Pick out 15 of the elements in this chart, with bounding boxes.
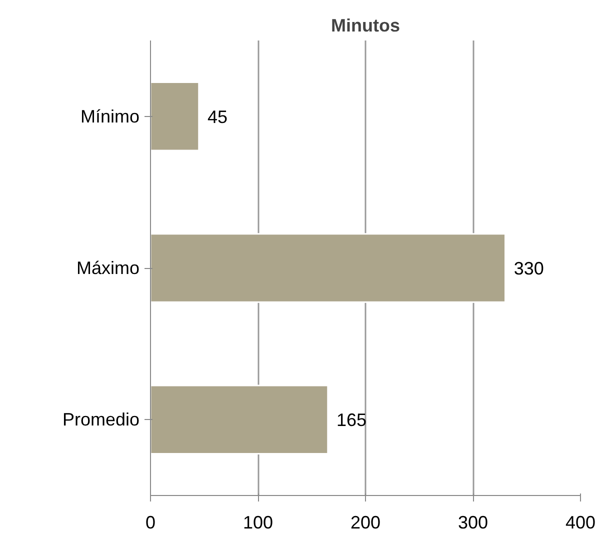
- data-label: 45: [207, 106, 228, 127]
- bar: [150, 384, 329, 455]
- y-tick-label: Mínimo: [80, 106, 140, 126]
- x-tick-label: 0: [145, 512, 156, 532]
- x-tick-label: 200: [350, 512, 381, 532]
- x-tick-label: 300: [458, 512, 488, 532]
- bar: [150, 81, 200, 152]
- data-label: 330: [514, 258, 544, 278]
- y-tick-label: Promedio: [62, 410, 140, 430]
- x-tick-label: 100: [242, 512, 274, 532]
- bar: [150, 233, 506, 303]
- chart-title: Minutos: [331, 16, 400, 36]
- data-label: 165: [336, 410, 367, 430]
- y-tick-label: Máximo: [76, 258, 140, 278]
- x-tick-label: 400: [565, 512, 596, 532]
